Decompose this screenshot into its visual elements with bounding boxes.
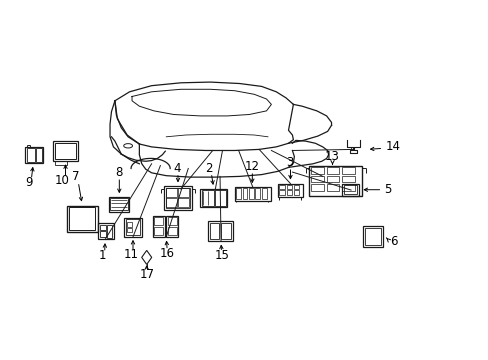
Bar [166,188,177,197]
Bar [208,221,232,241]
Bar [178,198,188,207]
Bar [69,207,95,230]
Bar [308,166,361,196]
Bar [293,185,299,189]
Bar [310,176,323,182]
Bar [108,197,129,212]
Bar [242,188,247,199]
Bar [342,176,354,182]
Bar [98,223,114,239]
Bar [293,190,299,195]
Bar [261,188,266,199]
Bar [55,161,67,165]
Bar [210,223,219,239]
Bar [167,227,176,235]
Bar [110,198,127,210]
Bar [67,206,98,232]
Text: 7: 7 [72,170,80,183]
Text: 5: 5 [384,183,391,196]
Text: 1: 1 [99,249,106,262]
Bar [344,185,356,194]
Bar [152,216,164,237]
Bar [36,148,41,162]
Bar [163,186,192,210]
Text: 11: 11 [123,248,138,261]
Bar [342,184,359,196]
Bar [55,143,76,159]
Bar [127,228,132,232]
Text: 12: 12 [244,160,259,173]
Bar [154,227,163,235]
Bar [215,190,225,206]
Text: 15: 15 [214,249,229,262]
Bar [277,184,303,197]
Bar [202,190,214,206]
Bar [310,184,323,191]
Bar [178,188,188,197]
Bar [106,225,112,238]
Bar [286,190,291,195]
Text: 16: 16 [160,247,174,260]
Text: 17: 17 [139,268,154,281]
Bar [165,188,190,208]
Bar [221,223,230,239]
Text: 4: 4 [173,162,181,175]
Bar [127,222,132,227]
Bar [125,219,140,235]
Bar [310,167,323,174]
Bar [364,228,380,245]
Bar [286,185,291,189]
Bar [326,167,339,174]
Bar [154,217,163,225]
Text: 14: 14 [385,140,400,153]
Bar [166,216,178,237]
Bar [362,226,383,247]
Bar [167,217,176,225]
Bar [236,188,241,199]
Bar [100,231,105,237]
Bar [342,184,354,191]
Text: 2: 2 [205,162,213,175]
Bar [248,188,253,199]
Bar [255,188,260,199]
Bar [27,148,35,162]
Bar [123,218,142,237]
Text: 6: 6 [389,235,397,248]
Bar [234,187,271,201]
Bar [342,167,354,174]
Bar [53,141,78,161]
Text: 10: 10 [55,174,70,187]
Text: 8: 8 [115,166,123,179]
Bar [326,176,339,182]
Text: 13: 13 [325,150,339,163]
Bar [326,184,339,191]
Text: 9: 9 [25,176,33,189]
Bar [100,225,105,230]
Text: 3: 3 [285,156,293,169]
Bar [166,198,177,207]
Bar [279,190,284,195]
Bar [25,147,43,163]
Bar [200,189,227,207]
Bar [279,185,284,189]
